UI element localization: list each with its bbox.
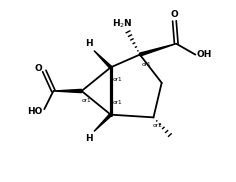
Text: H$_2$N: H$_2$N — [112, 18, 132, 30]
Text: or1: or1 — [113, 77, 122, 82]
Polygon shape — [94, 114, 112, 131]
Text: or1: or1 — [113, 100, 122, 105]
Polygon shape — [94, 51, 112, 68]
Text: O: O — [170, 10, 178, 19]
Text: or1: or1 — [153, 123, 163, 128]
Text: or1: or1 — [82, 98, 92, 103]
Text: O: O — [34, 64, 42, 73]
Text: H: H — [85, 134, 92, 143]
Polygon shape — [139, 44, 176, 56]
Text: HO: HO — [28, 107, 43, 116]
Text: or1: or1 — [142, 62, 152, 67]
Polygon shape — [53, 89, 82, 93]
Text: OH: OH — [196, 50, 212, 60]
Text: H: H — [85, 39, 92, 48]
